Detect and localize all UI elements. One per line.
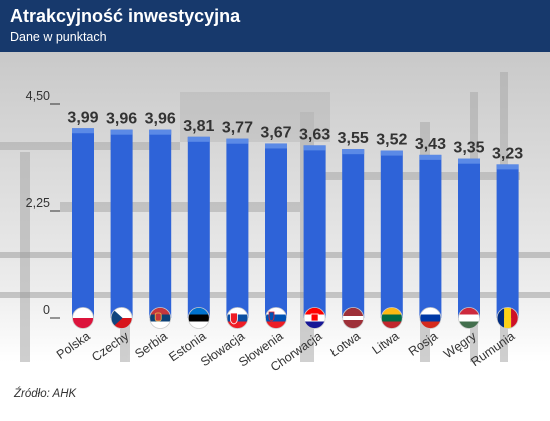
chart-subtitle: Dane w punktach xyxy=(10,30,107,44)
bar-cap-7 xyxy=(342,149,365,155)
bar-5 xyxy=(265,143,287,318)
x-tick-label-11: Rumunia xyxy=(468,329,517,369)
bar-11 xyxy=(496,164,519,318)
chart-title: Atrakcyjność inwestycyjna xyxy=(10,6,241,26)
value-label-6: 3,63 xyxy=(299,126,330,143)
bar-cap-9 xyxy=(419,154,442,160)
bar-cap-1 xyxy=(110,129,133,135)
value-label-5: 3,67 xyxy=(260,124,291,141)
bar-1 xyxy=(110,129,133,318)
bar-0 xyxy=(72,128,94,318)
bar-cap-11 xyxy=(496,164,519,170)
value-label-3: 3,81 xyxy=(183,118,214,135)
header-bar: Atrakcyjność inwestycyjna Dane w punktac… xyxy=(0,0,550,52)
flags-group xyxy=(72,307,519,329)
x-tick-label-1: Czechy xyxy=(89,329,132,365)
bar-4 xyxy=(226,138,249,318)
bar-cap-2 xyxy=(149,129,172,135)
x-tick-label-9: Rosja xyxy=(406,329,440,359)
bar-cap-5 xyxy=(265,143,287,149)
bar-7 xyxy=(342,149,365,318)
flag-slovenia-icon xyxy=(265,307,287,329)
value-label-1: 3,96 xyxy=(106,111,137,128)
value-label-2: 3,96 xyxy=(145,111,176,128)
bar-cap-10 xyxy=(458,158,480,164)
flag-latvia-icon xyxy=(342,307,365,329)
bar-6 xyxy=(303,145,326,318)
flag-slovakia-icon xyxy=(226,307,249,329)
bar-9 xyxy=(419,154,442,318)
bar-2 xyxy=(149,129,172,318)
value-label-9: 3,43 xyxy=(415,136,446,153)
value-label-10: 3,35 xyxy=(453,140,484,157)
y-tick-label: 4,50 xyxy=(26,89,50,103)
bar-cap-6 xyxy=(303,145,326,151)
value-label-11: 3,23 xyxy=(492,145,523,162)
value-labels-group: 3,99 3,96 3,96 3,81 3,77 3,67 3,63 3,55 3,52 3,43… xyxy=(67,109,523,162)
bar-cap-4 xyxy=(226,138,249,144)
y-tick-label: 2,25 xyxy=(26,196,50,210)
bar-cap-3 xyxy=(187,136,210,142)
bars-group xyxy=(72,128,519,318)
x-tick-label-0: Polska xyxy=(54,329,93,362)
value-label-4: 3,77 xyxy=(222,120,253,137)
value-label-7: 3,55 xyxy=(338,130,369,147)
value-label-8: 3,52 xyxy=(376,132,407,149)
flag-serbia-icon xyxy=(149,307,172,329)
flag-lithuania-icon xyxy=(380,307,403,329)
bar-3 xyxy=(187,136,210,318)
flag-poland-icon xyxy=(72,307,94,329)
flag-estonia-icon xyxy=(187,307,210,329)
x-tick-label-8: Litwa xyxy=(370,329,402,357)
flag-russia-icon xyxy=(419,307,442,329)
y-axis: 0 2,25 4,50 xyxy=(26,89,60,319)
flag-romania-icon xyxy=(496,307,519,329)
x-tick-label-2: Serbia xyxy=(132,329,170,361)
source-note: Źródło: AHK xyxy=(14,388,77,400)
bar-cap-8 xyxy=(380,150,403,156)
x-tick-label-7: Łotwa xyxy=(328,329,363,360)
value-label-0: 3,99 xyxy=(67,109,98,126)
flag-croatia-icon xyxy=(303,307,326,329)
bar-10 xyxy=(458,158,480,318)
bar-cap-0 xyxy=(72,128,94,134)
y-tick-label: 0 xyxy=(43,303,50,317)
bar-8 xyxy=(380,150,403,318)
flag-czech-icon xyxy=(110,307,133,329)
flag-hungary-icon xyxy=(458,307,480,329)
